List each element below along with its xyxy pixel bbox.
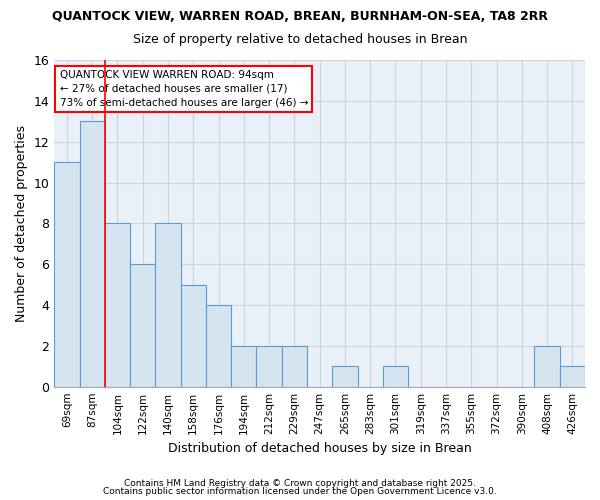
Bar [282,346,307,387]
Text: Contains public sector information licensed under the Open Government Licence v3: Contains public sector information licen… [103,488,497,496]
Bar [535,346,560,387]
Bar [181,284,206,386]
Text: Size of property relative to detached houses in Brean: Size of property relative to detached ho… [133,32,467,46]
Bar [560,366,585,386]
Bar [130,264,155,386]
Bar [54,162,80,386]
Bar [105,224,130,386]
Bar [80,122,105,386]
Text: Contains HM Land Registry data © Crown copyright and database right 2025.: Contains HM Land Registry data © Crown c… [124,478,476,488]
Text: QUANTOCK VIEW WARREN ROAD: 94sqm
← 27% of detached houses are smaller (17)
73% o: QUANTOCK VIEW WARREN ROAD: 94sqm ← 27% o… [59,70,308,108]
Bar [383,366,408,386]
Bar [155,224,181,386]
Bar [332,366,358,386]
Bar [256,346,282,387]
Text: QUANTOCK VIEW, WARREN ROAD, BREAN, BURNHAM-ON-SEA, TA8 2RR: QUANTOCK VIEW, WARREN ROAD, BREAN, BURNH… [52,10,548,23]
Y-axis label: Number of detached properties: Number of detached properties [15,125,28,322]
Bar [231,346,256,387]
Bar [206,305,231,386]
X-axis label: Distribution of detached houses by size in Brean: Distribution of detached houses by size … [168,442,472,455]
